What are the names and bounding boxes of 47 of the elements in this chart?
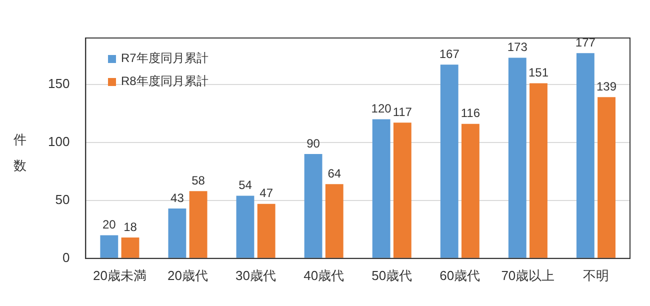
bar bbox=[530, 83, 548, 258]
x-tick-label: 40歳代 bbox=[304, 268, 344, 283]
data-label: 58 bbox=[192, 173, 206, 188]
data-label: 20 bbox=[102, 218, 116, 232]
bar bbox=[304, 154, 322, 258]
data-label: 18 bbox=[124, 220, 138, 234]
data-label: 90 bbox=[306, 136, 320, 150]
data-label: 177 bbox=[575, 35, 596, 50]
data-label: 151 bbox=[528, 66, 549, 80]
bar bbox=[372, 119, 390, 258]
data-label: 117 bbox=[392, 104, 412, 119]
data-label: 43 bbox=[170, 190, 184, 205]
bar bbox=[236, 196, 254, 258]
bar bbox=[325, 184, 344, 258]
data-label: 120 bbox=[371, 102, 392, 116]
x-tick-label: 20歳代 bbox=[168, 268, 208, 283]
y-tick-label: 0 bbox=[62, 250, 70, 265]
x-tick-label: 不明 bbox=[582, 268, 609, 283]
x-tick-label: 60歳代 bbox=[440, 268, 480, 283]
bar bbox=[189, 191, 208, 258]
data-label: 47 bbox=[260, 186, 274, 200]
y-tick-label: 150 bbox=[48, 76, 70, 91]
bar bbox=[576, 53, 594, 258]
legend-label: R8年度同月累計 bbox=[121, 73, 208, 90]
data-label: 64 bbox=[328, 166, 342, 180]
bar bbox=[598, 97, 616, 258]
bar bbox=[393, 122, 412, 258]
data-label: 167 bbox=[439, 46, 460, 61]
bar bbox=[100, 235, 118, 258]
data-label: 139 bbox=[596, 79, 617, 94]
bar bbox=[257, 204, 276, 258]
y-axis-title: 件数 bbox=[14, 131, 26, 175]
y-tick-label: 50 bbox=[55, 192, 70, 207]
data-label: 54 bbox=[238, 178, 252, 192]
data-label: 173 bbox=[507, 40, 528, 54]
legend-label: R7年度同月累計 bbox=[121, 50, 208, 67]
bar bbox=[461, 124, 480, 258]
y-tick-label: 100 bbox=[48, 134, 70, 149]
bar bbox=[508, 58, 526, 258]
bar bbox=[121, 238, 140, 258]
bar bbox=[440, 64, 458, 258]
data-label: 116 bbox=[460, 106, 480, 120]
bar bbox=[168, 208, 186, 258]
x-tick-label: 50歳代 bbox=[372, 268, 412, 283]
x-tick-label: 30歳代 bbox=[236, 268, 276, 283]
x-tick-label: 70歳以上 bbox=[501, 268, 555, 283]
x-tick-label: 20歳未満 bbox=[92, 268, 146, 283]
